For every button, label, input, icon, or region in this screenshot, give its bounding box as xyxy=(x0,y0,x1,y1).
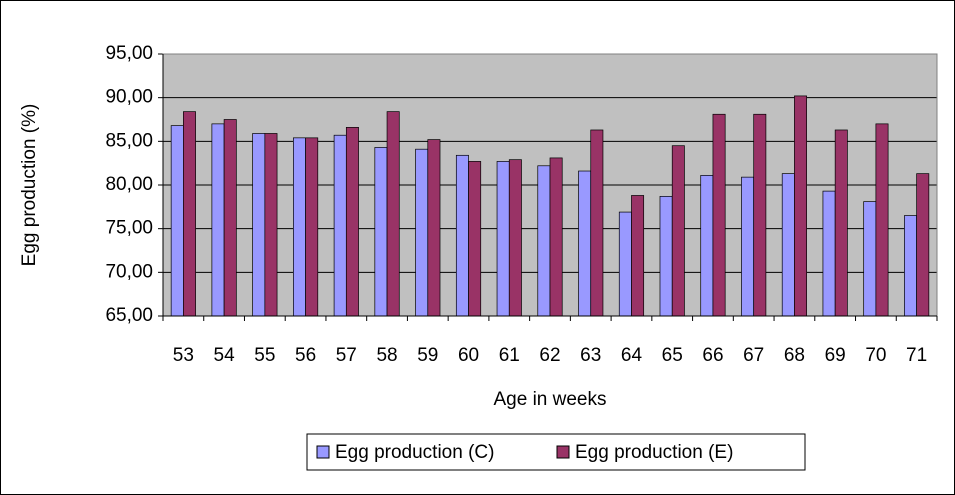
legend-box xyxy=(306,433,806,471)
x-tick-label: 57 xyxy=(336,345,357,366)
legend-swatch xyxy=(556,445,570,459)
x-tick-label: 69 xyxy=(825,345,846,366)
x-tick-label: 62 xyxy=(539,345,560,366)
bar xyxy=(712,113,726,317)
bar xyxy=(794,95,807,317)
y-axis-label: Egg production (%) xyxy=(19,104,40,267)
bar xyxy=(741,176,755,317)
x-tick-label: 68 xyxy=(784,345,805,366)
bar xyxy=(549,157,563,317)
bar xyxy=(496,161,510,317)
bar xyxy=(631,195,645,317)
bar xyxy=(374,147,388,317)
y-tick-label: 80,00 xyxy=(105,174,153,195)
bar xyxy=(170,125,184,317)
legend-label: Egg production (C) xyxy=(335,442,494,463)
y-tick-label: 85,00 xyxy=(105,130,153,151)
x-tick-label: 66 xyxy=(702,345,723,366)
y-tick-label: 70,00 xyxy=(105,261,153,282)
x-tick-label: 53 xyxy=(173,345,194,366)
bar xyxy=(345,127,359,317)
bar xyxy=(916,173,930,317)
bar xyxy=(455,154,469,317)
x-tick-label: 55 xyxy=(254,345,275,366)
bar xyxy=(427,139,441,317)
bar xyxy=(753,113,767,317)
y-tick-label: 65,00 xyxy=(105,305,153,326)
bar xyxy=(700,175,714,317)
x-tick-label: 56 xyxy=(295,345,316,366)
x-tick-label: 67 xyxy=(743,345,764,366)
x-tick-label: 65 xyxy=(662,345,683,366)
bar xyxy=(508,159,522,317)
bar xyxy=(578,170,592,317)
bar xyxy=(834,129,848,317)
bar xyxy=(671,145,685,317)
legend-swatch xyxy=(316,445,330,459)
bar xyxy=(590,129,604,317)
x-axis-label: Age in weeks xyxy=(493,389,606,410)
bar xyxy=(875,123,889,317)
x-tick-label: 58 xyxy=(376,345,397,366)
bar xyxy=(264,133,278,317)
bar xyxy=(537,165,551,317)
bar xyxy=(415,148,429,317)
bar xyxy=(183,111,196,317)
bar xyxy=(386,111,400,317)
x-tick-label: 54 xyxy=(214,345,236,366)
bar xyxy=(863,201,877,317)
bar xyxy=(659,196,673,317)
x-tick-label: 60 xyxy=(458,345,479,366)
bar xyxy=(211,123,225,317)
bar xyxy=(252,133,266,317)
y-tick-label: 75,00 xyxy=(105,218,153,239)
bar xyxy=(223,119,237,317)
y-tick-label: 90,00 xyxy=(105,87,153,108)
x-tick-label: 59 xyxy=(417,345,438,366)
bar xyxy=(468,161,482,317)
bar xyxy=(822,190,836,317)
x-tick-label: 71 xyxy=(906,345,927,366)
bar xyxy=(904,215,917,317)
bar xyxy=(305,137,319,317)
x-tick-label: 64 xyxy=(621,345,643,366)
x-tick-label: 63 xyxy=(580,345,601,366)
bar xyxy=(293,137,306,317)
bar xyxy=(333,134,347,317)
bar xyxy=(781,173,795,317)
y-tick-label: 95,00 xyxy=(105,43,153,64)
x-tick-label: 70 xyxy=(865,345,886,366)
legend-label: Egg production (E) xyxy=(575,442,733,463)
bar xyxy=(618,211,632,317)
x-tick-label: 61 xyxy=(499,345,520,366)
